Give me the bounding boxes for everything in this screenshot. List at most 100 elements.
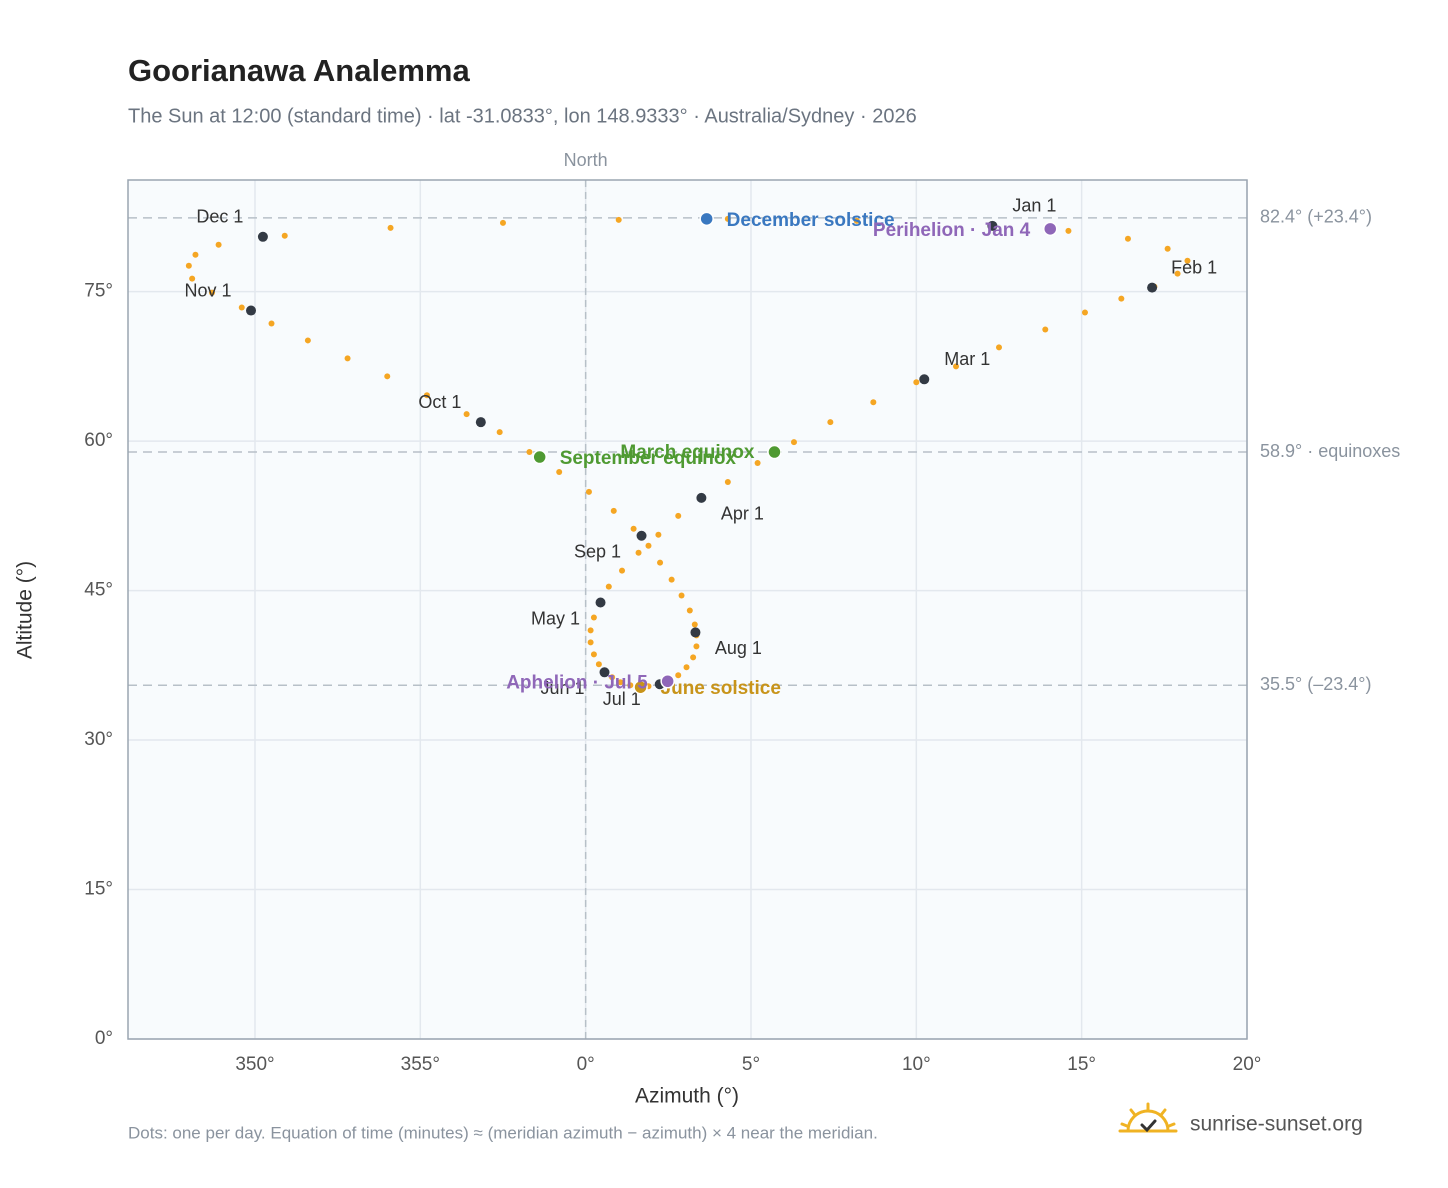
event-dot — [699, 211, 714, 227]
day-dot — [585, 488, 592, 495]
month-label: Apr 1 — [721, 504, 764, 524]
day-dot — [619, 567, 626, 574]
event-label: December solstice — [727, 210, 895, 231]
month-dot — [919, 374, 930, 385]
day-dot — [281, 232, 288, 239]
day-dot — [192, 251, 199, 258]
day-dot — [605, 583, 612, 590]
day-dot — [754, 460, 761, 467]
day-dot — [499, 219, 506, 226]
footnote: Dots: one per day. Equation of time (min… — [128, 1123, 878, 1142]
month-dot — [595, 597, 606, 608]
event-label: Aphelion · Jul 5 — [506, 672, 648, 693]
x-tick-label: 20° — [1233, 1054, 1262, 1075]
month-dot — [475, 417, 486, 428]
month-label: Mar 1 — [944, 349, 990, 369]
day-dot — [827, 419, 834, 426]
month-label: May 1 — [531, 608, 580, 628]
day-dot — [587, 627, 594, 634]
day-dot — [657, 559, 664, 566]
day-dot — [387, 224, 394, 231]
day-dot — [690, 654, 697, 661]
chart-title: Goorianawa Analemma — [128, 53, 470, 88]
month-dot — [599, 667, 610, 678]
event-label: June solstice — [661, 678, 781, 699]
day-dot — [724, 215, 731, 222]
x-tick-label: 350° — [235, 1054, 274, 1075]
x-tick-label: 0° — [577, 1054, 595, 1075]
event-label: September equinox — [560, 448, 737, 469]
day-dot — [185, 262, 192, 269]
month-dot — [257, 231, 268, 242]
day-dot — [675, 672, 682, 679]
day-dot — [526, 449, 533, 456]
day-dot — [995, 344, 1002, 351]
x-tick-label: 355° — [401, 1054, 440, 1075]
reference-label: 82.4° (+23.4°) — [1260, 207, 1372, 227]
day-dot — [675, 512, 682, 519]
day-dot — [790, 439, 797, 446]
day-dot — [609, 674, 616, 681]
month-label: Oct 1 — [418, 392, 461, 412]
day-dot — [630, 525, 637, 532]
day-dot — [724, 478, 731, 485]
day-dot — [627, 682, 634, 689]
event-dot — [1042, 221, 1058, 237]
day-dot — [913, 379, 920, 386]
x-tick-label: 10° — [902, 1054, 931, 1075]
month-label: Sep 1 — [574, 542, 621, 562]
x-tick-label: 5° — [742, 1054, 760, 1075]
day-dot — [1042, 326, 1049, 333]
day-dot — [645, 542, 652, 549]
day-dot — [208, 289, 215, 296]
day-dot — [610, 507, 617, 514]
day-dot — [683, 664, 690, 671]
day-dot — [463, 411, 470, 418]
plot-border — [127, 179, 1248, 1040]
event-dot — [532, 449, 547, 465]
month-dot — [690, 627, 701, 638]
month-dot — [987, 220, 998, 231]
month-label: Jan 1 — [1012, 196, 1056, 216]
y-tick-label: 45° — [84, 580, 113, 601]
y-axis-label: Altitude (°) — [14, 561, 37, 659]
day-dot — [691, 621, 698, 628]
event-dot — [633, 679, 648, 695]
month-dot — [1147, 282, 1158, 293]
day-dot — [953, 363, 960, 370]
month-label: Jul 1 — [603, 689, 641, 709]
day-dot — [268, 320, 275, 327]
reference-label: 35.5° (–23.4°) — [1260, 674, 1371, 694]
day-dot — [238, 304, 245, 311]
y-tick-label: 30° — [84, 729, 113, 750]
day-dot — [595, 661, 602, 668]
day-dot — [635, 549, 642, 556]
day-dot — [304, 337, 311, 344]
month-label: Jun 1 — [540, 678, 584, 698]
day-dot — [678, 592, 685, 599]
x-tick-label: 15° — [1067, 1054, 1096, 1075]
day-dot — [1174, 270, 1181, 277]
day-dot — [556, 468, 563, 475]
day-dot — [853, 217, 860, 224]
month-dot — [246, 305, 257, 316]
day-dot — [590, 651, 597, 658]
chart-subtitle: The Sun at 12:00 (standard time) · lat -… — [128, 105, 917, 127]
day-dot — [384, 373, 391, 380]
month-label: Aug 1 — [715, 638, 762, 658]
month-label: Feb 1 — [1171, 257, 1217, 277]
day-dot — [1065, 227, 1072, 234]
day-dot — [1184, 257, 1191, 264]
day-dot — [1164, 245, 1171, 252]
month-dot — [696, 492, 707, 503]
month-label: Nov 1 — [184, 280, 231, 300]
day-dot — [686, 607, 693, 614]
day-dot — [1118, 295, 1125, 302]
brand-logo — [1118, 1102, 1178, 1133]
month-label: Dec 1 — [196, 207, 243, 227]
north-label: North — [564, 150, 608, 170]
y-tick-label: 15° — [84, 879, 113, 900]
x-axis-label: Azimuth (°) — [635, 1085, 739, 1108]
y-tick-label: 75° — [84, 281, 113, 302]
